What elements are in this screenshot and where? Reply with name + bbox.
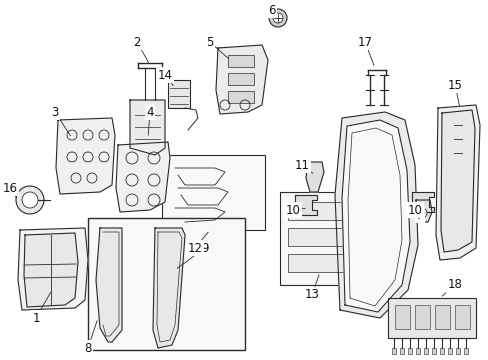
Polygon shape <box>116 142 170 212</box>
Text: 17: 17 <box>357 36 372 49</box>
Text: 18: 18 <box>447 279 462 292</box>
Polygon shape <box>24 233 78 307</box>
Bar <box>387 298 475 338</box>
Polygon shape <box>96 228 122 342</box>
Text: 13: 13 <box>304 288 319 302</box>
Bar <box>423 348 427 354</box>
Bar <box>434 305 449 329</box>
Text: 11: 11 <box>294 158 309 171</box>
Bar <box>227 73 253 85</box>
Circle shape <box>272 13 283 23</box>
Text: 8: 8 <box>84 342 92 355</box>
Polygon shape <box>130 100 164 155</box>
Circle shape <box>16 186 44 214</box>
Text: 16: 16 <box>2 181 18 194</box>
Bar <box>280 192 359 285</box>
Polygon shape <box>294 195 316 215</box>
Polygon shape <box>411 192 433 212</box>
Text: 2: 2 <box>133 36 141 49</box>
Polygon shape <box>415 200 431 222</box>
Bar <box>414 305 429 329</box>
Polygon shape <box>305 162 324 192</box>
Circle shape <box>22 192 38 208</box>
Bar <box>287 228 349 246</box>
Polygon shape <box>435 105 479 260</box>
Text: 14: 14 <box>157 68 172 81</box>
Text: 1: 1 <box>32 311 40 324</box>
Polygon shape <box>18 228 88 310</box>
Text: 15: 15 <box>447 78 462 91</box>
Bar <box>455 348 459 354</box>
Bar <box>287 254 349 272</box>
Bar <box>394 305 409 329</box>
Text: 6: 6 <box>268 4 275 17</box>
Text: 12: 12 <box>187 242 202 255</box>
Text: 10: 10 <box>285 203 300 216</box>
Bar <box>447 348 451 354</box>
Text: 7: 7 <box>415 208 423 221</box>
Polygon shape <box>56 118 115 194</box>
Bar <box>168 80 190 108</box>
Bar <box>391 348 395 354</box>
Text: 3: 3 <box>51 105 59 118</box>
Polygon shape <box>153 228 184 348</box>
Bar <box>399 348 403 354</box>
Circle shape <box>416 208 426 218</box>
Text: 5: 5 <box>206 36 213 49</box>
Bar <box>415 348 419 354</box>
Text: 10: 10 <box>407 203 422 216</box>
Bar <box>162 155 264 230</box>
Bar <box>454 305 469 329</box>
Bar <box>431 348 435 354</box>
Bar <box>439 348 443 354</box>
Polygon shape <box>216 45 267 114</box>
Polygon shape <box>341 120 409 312</box>
Bar <box>287 202 349 220</box>
Text: 9: 9 <box>201 242 208 255</box>
Bar <box>88 218 244 350</box>
Polygon shape <box>334 112 417 318</box>
Bar <box>407 348 411 354</box>
Text: 4: 4 <box>146 105 153 118</box>
Bar <box>463 348 467 354</box>
Bar <box>227 55 253 67</box>
Polygon shape <box>440 110 474 252</box>
Circle shape <box>268 9 286 27</box>
Bar <box>227 91 253 103</box>
